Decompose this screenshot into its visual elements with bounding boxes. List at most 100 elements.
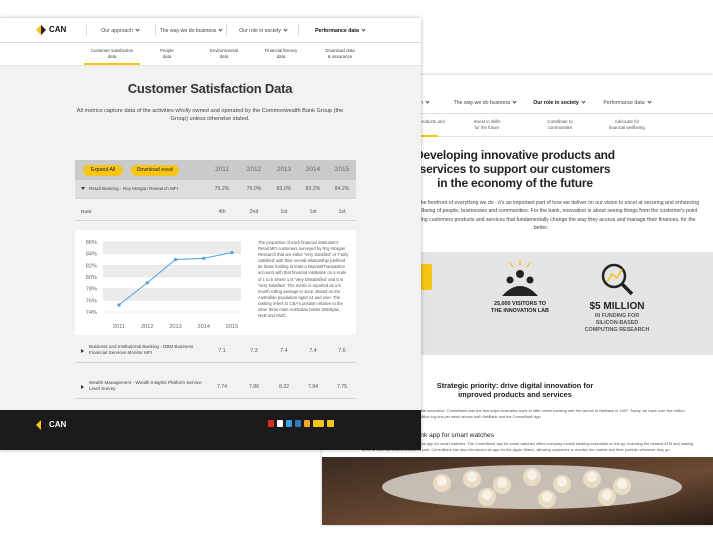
cupcake-top bbox=[587, 472, 597, 482]
sub-heading: Launched CommBank app for smart watches bbox=[362, 432, 494, 439]
data-point bbox=[173, 257, 178, 262]
row-value: 1st bbox=[280, 209, 288, 215]
subnav-item[interactable]: Contribute to bbox=[547, 119, 573, 124]
data-point bbox=[117, 303, 121, 307]
year-header: 2015 bbox=[334, 166, 350, 173]
social-icon bbox=[277, 420, 283, 427]
row-value: 7.4 bbox=[309, 348, 317, 354]
cupcake-top bbox=[527, 470, 537, 480]
data-point bbox=[202, 256, 206, 260]
x-tick-label: 2014 bbox=[198, 324, 210, 330]
logo-mark bbox=[36, 420, 46, 430]
subnav-item[interactable]: data bbox=[162, 54, 172, 59]
subnav-item[interactable]: Financial literacy bbox=[264, 48, 298, 53]
cupcake-top bbox=[497, 478, 507, 488]
subnav-item[interactable]: financial wellbeing bbox=[609, 125, 645, 130]
people-icon bbox=[526, 276, 534, 284]
social-icon bbox=[304, 420, 310, 427]
row-value: 7.94 bbox=[307, 384, 319, 390]
expand-toggle[interactable] bbox=[81, 187, 85, 190]
data-point bbox=[145, 281, 149, 285]
y-tick-label: 84% bbox=[86, 252, 97, 258]
year-header: 2012 bbox=[246, 166, 262, 173]
nav-item[interactable]: Performance data bbox=[300, 28, 380, 34]
subnav-bar bbox=[0, 43, 421, 66]
chart-icon bbox=[606, 268, 623, 283]
x-tick-label: 2015 bbox=[226, 324, 238, 330]
nav-item[interactable]: Our role in society bbox=[223, 28, 303, 34]
subnav-item[interactable]: Invest in skills bbox=[473, 119, 501, 124]
subnav-item[interactable]: for the future bbox=[474, 125, 500, 130]
subnav-item[interactable]: People bbox=[160, 48, 174, 53]
stat-icons bbox=[418, 260, 634, 296]
nav-item[interactable]: The way we do business bbox=[151, 28, 231, 34]
logo-text[interactable]: CAN bbox=[49, 420, 67, 429]
data-point bbox=[230, 250, 234, 255]
subnav-item[interactable]: data bbox=[276, 54, 286, 59]
subnav-item[interactable]: Customer satisfaction bbox=[90, 48, 134, 53]
logo-diamond-cut bbox=[41, 420, 46, 430]
magnifier-icon bbox=[601, 263, 627, 289]
row-label: Rank bbox=[81, 209, 92, 214]
subnav-item[interactable]: Advocate for bbox=[614, 119, 640, 124]
social-icons bbox=[268, 420, 334, 427]
button[interactable]: Download excel bbox=[131, 165, 179, 176]
expand-toggle[interactable] bbox=[81, 349, 84, 353]
row-value: 7.74 bbox=[216, 384, 228, 390]
intro-text: All metrics capture data of the activiti… bbox=[76, 108, 344, 122]
people-icon bbox=[502, 286, 538, 296]
social-icon bbox=[313, 420, 324, 427]
subnav-item[interactable]: communities bbox=[547, 125, 573, 130]
row-label: Business and Institutional Banking - DBM… bbox=[89, 344, 194, 355]
subnav-item[interactable]: Download data bbox=[325, 48, 355, 53]
section-heading: Strategic priority: drive digital innova… bbox=[436, 381, 594, 399]
subnav-item[interactable]: data bbox=[107, 54, 117, 59]
table-row bbox=[75, 180, 356, 199]
subnav-item[interactable]: Environmental bbox=[209, 48, 239, 53]
y-tick-label: 74% bbox=[86, 310, 97, 316]
y-tick-label: 82% bbox=[86, 263, 97, 269]
page-title: Customer Satisfaction Data bbox=[127, 81, 293, 96]
table-row bbox=[75, 340, 356, 363]
row-label: Retail Banking - Roy Morgan Research MFI bbox=[89, 186, 178, 191]
year-header: 2014 bbox=[305, 166, 321, 173]
nav-item[interactable]: Performance data bbox=[582, 100, 672, 106]
phone-icon bbox=[418, 264, 432, 290]
x-tick-label: 2012 bbox=[141, 324, 153, 330]
year-header: 2013 bbox=[276, 166, 292, 173]
button[interactable]: Expand All bbox=[83, 165, 123, 176]
stat-text: IN FUNDING FOR bbox=[594, 313, 640, 319]
section-text: We continue to lead the banking sector o… bbox=[342, 408, 685, 419]
subnav-item[interactable]: & assurance bbox=[327, 54, 353, 59]
logo-diamond-cut bbox=[41, 25, 46, 35]
row-value: 7.86 bbox=[248, 384, 260, 390]
stat-text: SILICON-BASED bbox=[595, 320, 639, 326]
nav-item[interactable]: Our approach bbox=[80, 28, 160, 34]
row-value: 1st bbox=[338, 209, 346, 215]
row-value: 7.4 bbox=[280, 348, 288, 354]
subnav-item[interactable]: data bbox=[219, 54, 229, 59]
year-header: 2011 bbox=[215, 166, 229, 173]
people-icon bbox=[516, 270, 524, 278]
magnifier-icon bbox=[620, 282, 634, 296]
stat-text: 25,000 VISITORS TO bbox=[494, 301, 546, 307]
x-tick-label: 2013 bbox=[169, 324, 181, 330]
logo-mark bbox=[36, 25, 46, 35]
social-icon bbox=[286, 420, 292, 427]
logo-text[interactable]: CAN bbox=[49, 25, 67, 34]
row-value: 84.2% bbox=[334, 186, 350, 192]
cupcake-top bbox=[437, 476, 447, 486]
nav-item[interactable]: The way we do business bbox=[440, 100, 530, 106]
row-value: 7.6 bbox=[338, 348, 346, 354]
line-chart: 74% 76% 78% 80% 82% 84% 86% 2011 2012 2013 2014 201… bbox=[86, 240, 241, 330]
expand-toggle[interactable] bbox=[81, 385, 84, 389]
nav-item[interactable]: Our role in society bbox=[514, 100, 604, 106]
table-row bbox=[75, 204, 356, 221]
chart-note: The proportion of each financial institu… bbox=[258, 240, 349, 319]
row-value: 75.2% bbox=[214, 186, 230, 192]
sub-heading-text: In 2015 we launched the CommBank app for… bbox=[362, 441, 694, 452]
table-row bbox=[75, 376, 356, 399]
y-tick-label: 86% bbox=[86, 240, 97, 246]
y-tick-label: 78% bbox=[86, 287, 97, 293]
